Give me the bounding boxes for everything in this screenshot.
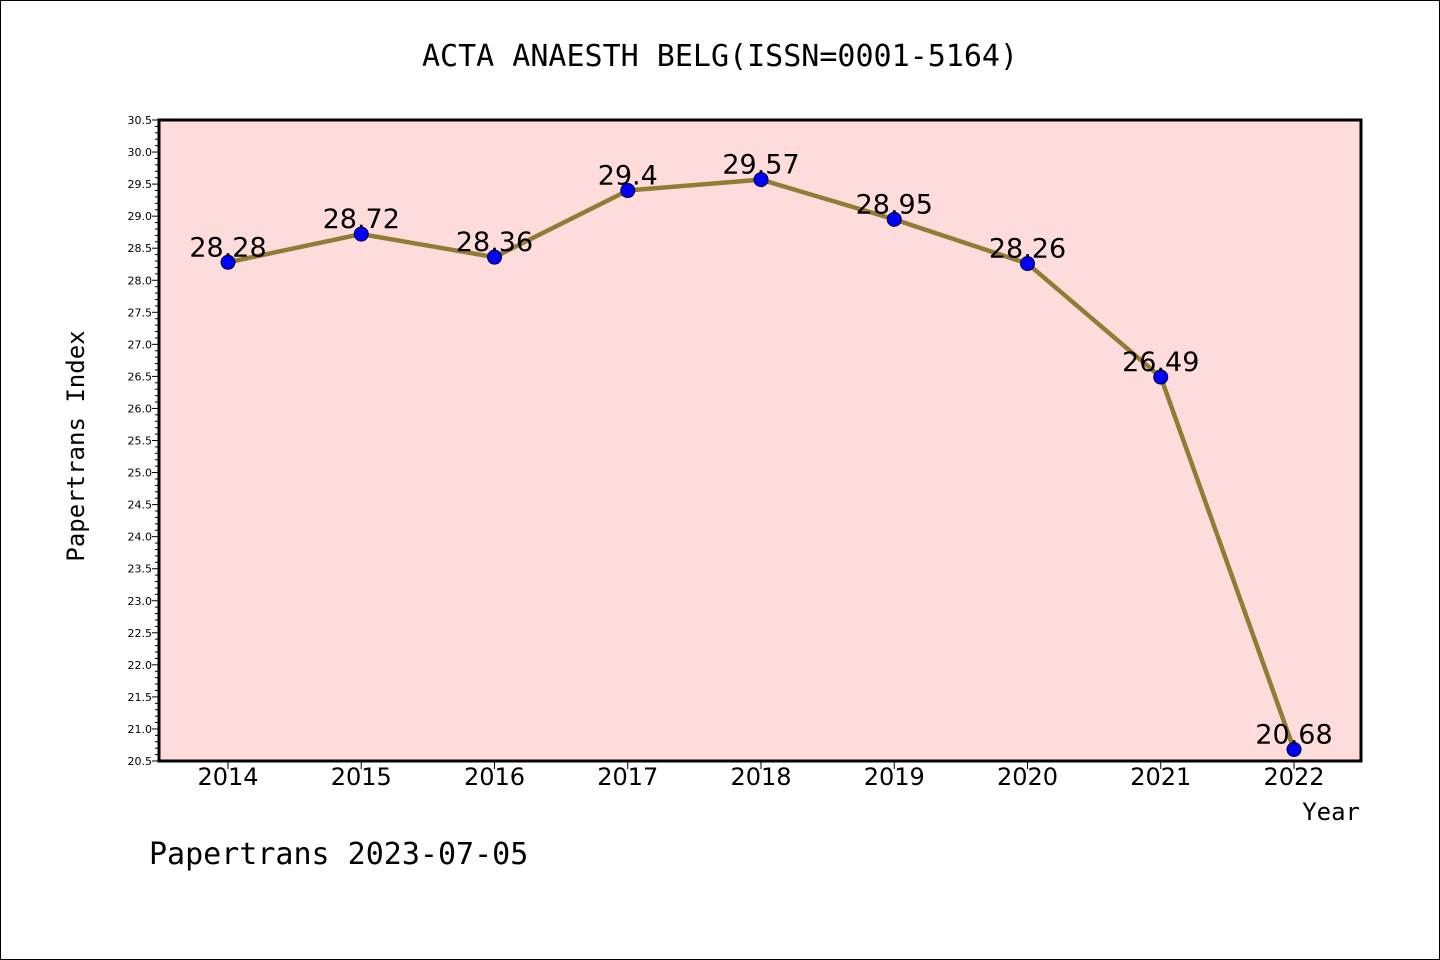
data-point <box>753 172 769 188</box>
y-tick-label: 21.0 <box>128 723 153 736</box>
y-tick-label: 27.0 <box>128 338 153 351</box>
y-tick-label: 29.0 <box>128 210 153 223</box>
data-label: 26.49 <box>1122 347 1199 378</box>
footer-text: Papertrans 2023-07-05 <box>149 837 528 872</box>
y-tick-label: 22.5 <box>128 627 153 640</box>
x-tick-label: 2014 <box>197 763 258 791</box>
y-tick-label: 21.5 <box>128 691 153 704</box>
y-tick-label: 25.0 <box>128 467 153 480</box>
y-tick-label: 24.5 <box>128 499 153 512</box>
data-point <box>1153 369 1169 385</box>
plot-area <box>157 118 1363 763</box>
data-point <box>620 183 636 199</box>
y-tick-label: 23.5 <box>128 563 153 576</box>
chart-title: ACTA ANAESTH BELG(ISSN=0001-5164) <box>422 39 1018 74</box>
data-point <box>220 254 236 270</box>
y-tick-label: 26.5 <box>128 370 153 383</box>
y-tick-label: 26.0 <box>128 402 153 415</box>
data-label: 28.95 <box>856 189 933 220</box>
y-axis-title: Papertrans Index <box>62 330 90 561</box>
data-label: 29.4 <box>598 161 658 192</box>
data-labels: 28.28 28.72 28.36 29.4 29.57 28.95 28.26 26.49 2… <box>189 150 1332 751</box>
x-tick-label: 2020 <box>997 763 1058 791</box>
data-point <box>487 249 502 265</box>
x-axis: 2014 2015 2016 2017 2018 2019 2020 2021 2022 <box>197 761 1325 791</box>
y-tick-label: 29.5 <box>128 178 153 191</box>
x-tick-label: 2015 <box>331 763 392 791</box>
data-label: 28.28 <box>189 232 266 263</box>
y-tick-label: 22.0 <box>128 659 153 672</box>
y-tick-label: 20.5 <box>128 755 153 768</box>
data-label: 28.26 <box>989 234 1066 265</box>
y-tick-label: 27.5 <box>128 306 153 319</box>
x-tick-label: 2019 <box>864 763 925 791</box>
data-label: 29.57 <box>722 150 799 181</box>
data-label: 28.36 <box>456 227 533 258</box>
x-axis-title: Year <box>1302 798 1360 826</box>
x-tick-label: 2016 <box>464 763 525 791</box>
y-tick-label: 28.0 <box>128 274 153 287</box>
data-point <box>886 211 902 227</box>
x-tick-label: 2017 <box>597 763 658 791</box>
y-axis: 20.5 21.0 21.5 22.0 22.5 23.0 23.5 24.0 24.5 25.0… <box>128 114 159 768</box>
y-tick-label: 30.0 <box>128 146 153 159</box>
x-tick-label: 2021 <box>1130 763 1191 791</box>
x-tick-label: 2022 <box>1263 763 1324 791</box>
series-line-group <box>220 172 1302 757</box>
data-point <box>1286 741 1302 757</box>
data-point <box>1020 256 1035 272</box>
data-point <box>353 226 369 242</box>
y-tick-label: 25.5 <box>128 435 153 448</box>
data-label: 20.68 <box>1255 719 1332 750</box>
x-tick-label: 2018 <box>730 763 791 791</box>
y-tick-label: 28.5 <box>128 242 153 255</box>
y-tick-label: 24.0 <box>128 531 153 544</box>
data-label: 28.72 <box>323 204 400 235</box>
y-tick-label: 30.5 <box>128 114 153 127</box>
y-tick-label: 23.0 <box>128 595 153 608</box>
